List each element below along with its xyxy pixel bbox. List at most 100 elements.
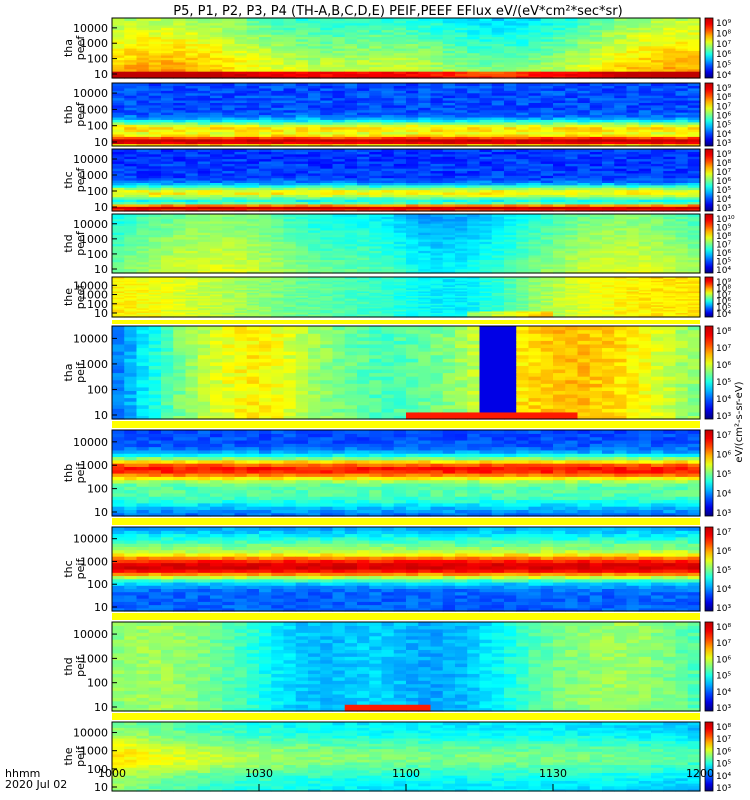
- cell: [136, 18, 150, 21]
- cell: [528, 187, 542, 191]
- cell: [638, 109, 652, 113]
- cell: [589, 22, 603, 26]
- cell: [565, 121, 579, 125]
- cell: [124, 52, 138, 56]
- cell: [638, 208, 652, 212]
- cell: [504, 138, 517, 142]
- cell: [295, 99, 309, 103]
- cell: [271, 114, 285, 118]
- cell: [259, 263, 272, 267]
- cell: [406, 45, 419, 49]
- cell: [234, 223, 248, 226]
- cell: [295, 27, 309, 31]
- cell: [283, 73, 297, 77]
- cell: [430, 194, 444, 198]
- cell: [148, 257, 162, 260]
- cell: [197, 34, 211, 38]
- cell: [467, 27, 481, 31]
- cell: [406, 180, 419, 183]
- cell: [136, 206, 150, 210]
- cell: [246, 66, 260, 70]
- cell: [626, 114, 640, 118]
- cell: [442, 208, 456, 212]
- cell: [222, 48, 236, 51]
- cell: [614, 196, 628, 200]
- cell: [344, 20, 358, 24]
- cell: [430, 20, 444, 24]
- cell: [516, 57, 530, 61]
- cell: [381, 143, 395, 147]
- cell: [442, 64, 456, 68]
- cell: [332, 172, 346, 176]
- cell: [540, 48, 554, 51]
- cell: [602, 112, 615, 116]
- cell: [638, 85, 652, 89]
- cell: [528, 199, 542, 203]
- cell: [283, 170, 297, 174]
- cell: [638, 29, 652, 33]
- cell: [271, 252, 285, 256]
- cell: [369, 97, 383, 101]
- cell: [320, 203, 334, 207]
- cell: [393, 163, 407, 167]
- cell: [246, 208, 260, 212]
- cell: [357, 163, 370, 167]
- cell: [675, 196, 689, 200]
- cell: [197, 136, 211, 140]
- cell: [467, 104, 481, 108]
- cell: [442, 50, 456, 54]
- cell: [112, 99, 125, 103]
- cell: [197, 245, 211, 249]
- cell: [442, 138, 456, 142]
- cell: [577, 66, 591, 70]
- cell: [540, 126, 554, 130]
- cell: [491, 54, 505, 58]
- cell: [222, 24, 236, 28]
- cell: [687, 208, 701, 212]
- cell: [246, 34, 260, 38]
- cell: [687, 163, 701, 167]
- cell: [528, 175, 542, 179]
- cell: [491, 119, 505, 123]
- cell: [369, 160, 383, 164]
- cell: [148, 196, 162, 200]
- cell: [148, 151, 162, 155]
- cell: [406, 24, 419, 28]
- cell: [112, 109, 125, 113]
- cell: [614, 36, 628, 40]
- cell: [136, 203, 150, 207]
- cell: [430, 201, 444, 205]
- cell: [185, 266, 199, 270]
- cell: [332, 24, 346, 28]
- cell: [663, 187, 677, 191]
- cell: [271, 175, 285, 179]
- cell: [626, 153, 640, 157]
- cell: [418, 109, 432, 113]
- cell: [406, 184, 419, 188]
- cell: [418, 180, 432, 183]
- cell: [259, 199, 272, 203]
- cell: [295, 257, 309, 260]
- cell: [467, 175, 481, 179]
- cell: [516, 85, 530, 89]
- cell: [455, 175, 468, 179]
- cell: [173, 68, 187, 72]
- cell: [161, 218, 174, 222]
- cell: [651, 153, 664, 157]
- cell: [357, 189, 370, 193]
- cell: [332, 203, 346, 207]
- cell: [369, 57, 383, 61]
- cell: [124, 223, 138, 226]
- cell: [161, 75, 174, 79]
- cell: [675, 52, 689, 56]
- cell: [663, 189, 677, 193]
- cell: [406, 119, 419, 123]
- cell: [197, 75, 211, 79]
- cell: [369, 149, 383, 152]
- cell: [357, 129, 370, 133]
- cell: [112, 138, 125, 142]
- cell: [259, 216, 272, 220]
- cell: [148, 227, 162, 231]
- cell: [320, 114, 334, 118]
- cell: [295, 87, 309, 91]
